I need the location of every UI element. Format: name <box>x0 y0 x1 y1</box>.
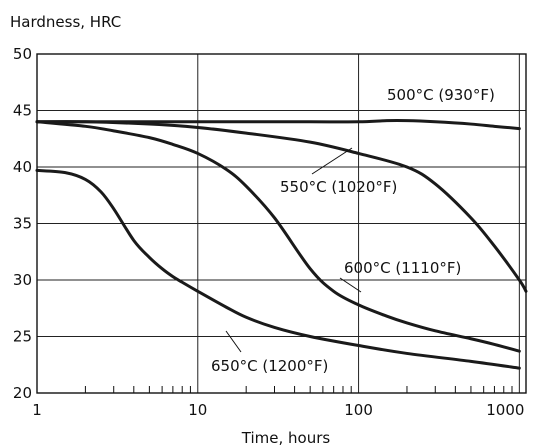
curve-500c <box>35 119 521 131</box>
curve-600c <box>35 120 521 353</box>
x-tick-label: 100 <box>344 401 373 419</box>
grid <box>36 53 526 394</box>
plot-frame <box>36 53 527 394</box>
y-tick-label: 45 <box>13 102 32 120</box>
x-axis-label: Time, hours <box>241 429 331 447</box>
curve-650c <box>35 168 521 370</box>
y-tick-label: 25 <box>13 328 32 346</box>
annotation-550c: 550°C (1020°F) <box>280 178 397 196</box>
x-tick-label: 1000 <box>486 401 524 419</box>
curves <box>35 119 528 370</box>
y-axis-label: Hardness, HRC <box>10 13 121 31</box>
annotation-500c: 500°C (930°F) <box>387 86 495 104</box>
annotation-leader-line <box>225 330 242 353</box>
minor-ticks <box>84 386 513 393</box>
annotation-leader-line <box>311 147 353 175</box>
annotation-650c: 650°C (1200°F) <box>211 357 328 375</box>
y-tick-label: 35 <box>13 215 32 233</box>
y-tick-label: 50 <box>13 45 32 63</box>
annotation-leader-line <box>339 277 362 293</box>
x-tick-label: 1 <box>32 401 42 419</box>
y-tick-label: 20 <box>13 384 32 402</box>
curve-550c <box>35 120 528 293</box>
annotation-600c: 600°C (1110°F) <box>344 259 461 277</box>
y-tick-label: 40 <box>13 158 32 176</box>
tick-labels: 20 25 30 35 40 45 50 1 10 100 1000 <box>13 45 525 419</box>
y-tick-label: 30 <box>13 271 32 289</box>
curve-annotations: 500°C (930°F) 550°C (1020°F) 600°C (1110°F… <box>211 86 495 375</box>
x-tick-label: 10 <box>188 401 207 419</box>
